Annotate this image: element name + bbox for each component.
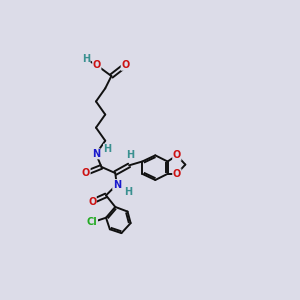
Text: O: O (88, 196, 96, 206)
Text: H: H (82, 54, 90, 64)
Text: H: H (124, 187, 132, 197)
Text: Cl: Cl (87, 217, 98, 227)
Text: O: O (82, 168, 90, 178)
Text: N: N (113, 180, 121, 190)
Text: H: H (103, 144, 112, 154)
Text: O: O (93, 60, 101, 70)
Text: H: H (127, 150, 135, 160)
Text: O: O (121, 60, 129, 70)
Text: O: O (173, 150, 181, 160)
Text: N: N (92, 149, 100, 159)
Text: O: O (173, 169, 181, 179)
